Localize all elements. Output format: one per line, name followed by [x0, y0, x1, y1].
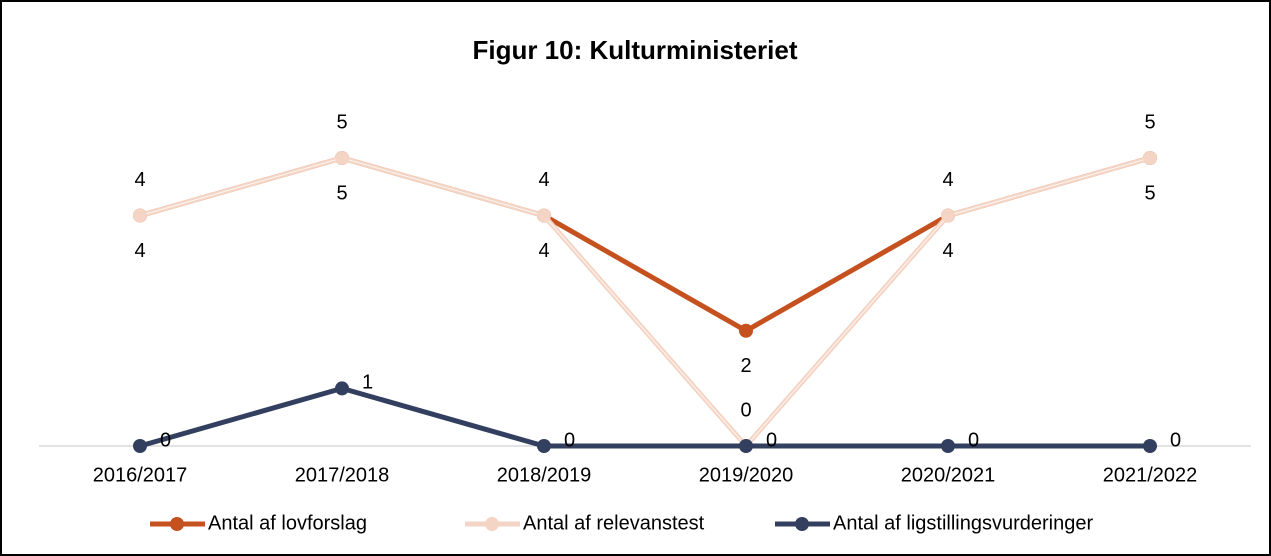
point [133, 439, 147, 453]
data-label: 4 [538, 169, 549, 191]
point [739, 439, 753, 453]
x-tick-label: 2017/2018 [295, 464, 390, 486]
data-label: 0 [968, 429, 979, 451]
legend-label: Antal af lovforslag [208, 512, 367, 534]
data-label: 5 [1144, 111, 1155, 133]
legend-label: Antal af ligstillingsvurderinger [833, 512, 1093, 534]
point [335, 151, 349, 165]
data-label: 1 [362, 372, 373, 394]
x-tick-label: 2020/2021 [901, 464, 996, 486]
point [537, 439, 551, 453]
data-label: 4 [134, 169, 145, 191]
data-label: 4 [538, 240, 549, 262]
series-line-inner [139, 157, 1151, 447]
legend-label: Antal af relevanstest [523, 512, 705, 534]
data-label: 4 [134, 240, 145, 262]
point [941, 439, 955, 453]
series-line [139, 385, 1150, 449]
data-label: 2 [740, 355, 751, 377]
point [537, 208, 551, 223]
point [739, 323, 753, 338]
point [1143, 151, 1157, 165]
legend-marker [795, 517, 809, 531]
data-label: 0 [740, 399, 751, 421]
chart-title: Figur 10: Kulturministeriet [472, 35, 797, 65]
data-label: 0 [160, 429, 171, 451]
data-label: 5 [336, 111, 347, 133]
legend-marker [170, 517, 184, 531]
point [335, 381, 349, 396]
legend-marker [485, 517, 499, 531]
data-label: 0 [766, 429, 777, 451]
x-tick-label: 2019/2020 [699, 464, 794, 486]
x-tick-label: 2016/2017 [93, 464, 188, 486]
x-tick-label: 2018/2019 [497, 464, 592, 486]
data-label: 0 [564, 429, 575, 451]
data-label: 4 [942, 169, 953, 191]
point [941, 208, 955, 223]
data-label: 5 [336, 182, 347, 204]
data-label: 0 [1170, 429, 1181, 451]
point [1143, 439, 1157, 453]
x-tick-label: 2021/2022 [1103, 464, 1198, 486]
data-label: 5 [1144, 182, 1155, 204]
data-label: 4 [942, 240, 953, 262]
point [133, 208, 147, 223]
